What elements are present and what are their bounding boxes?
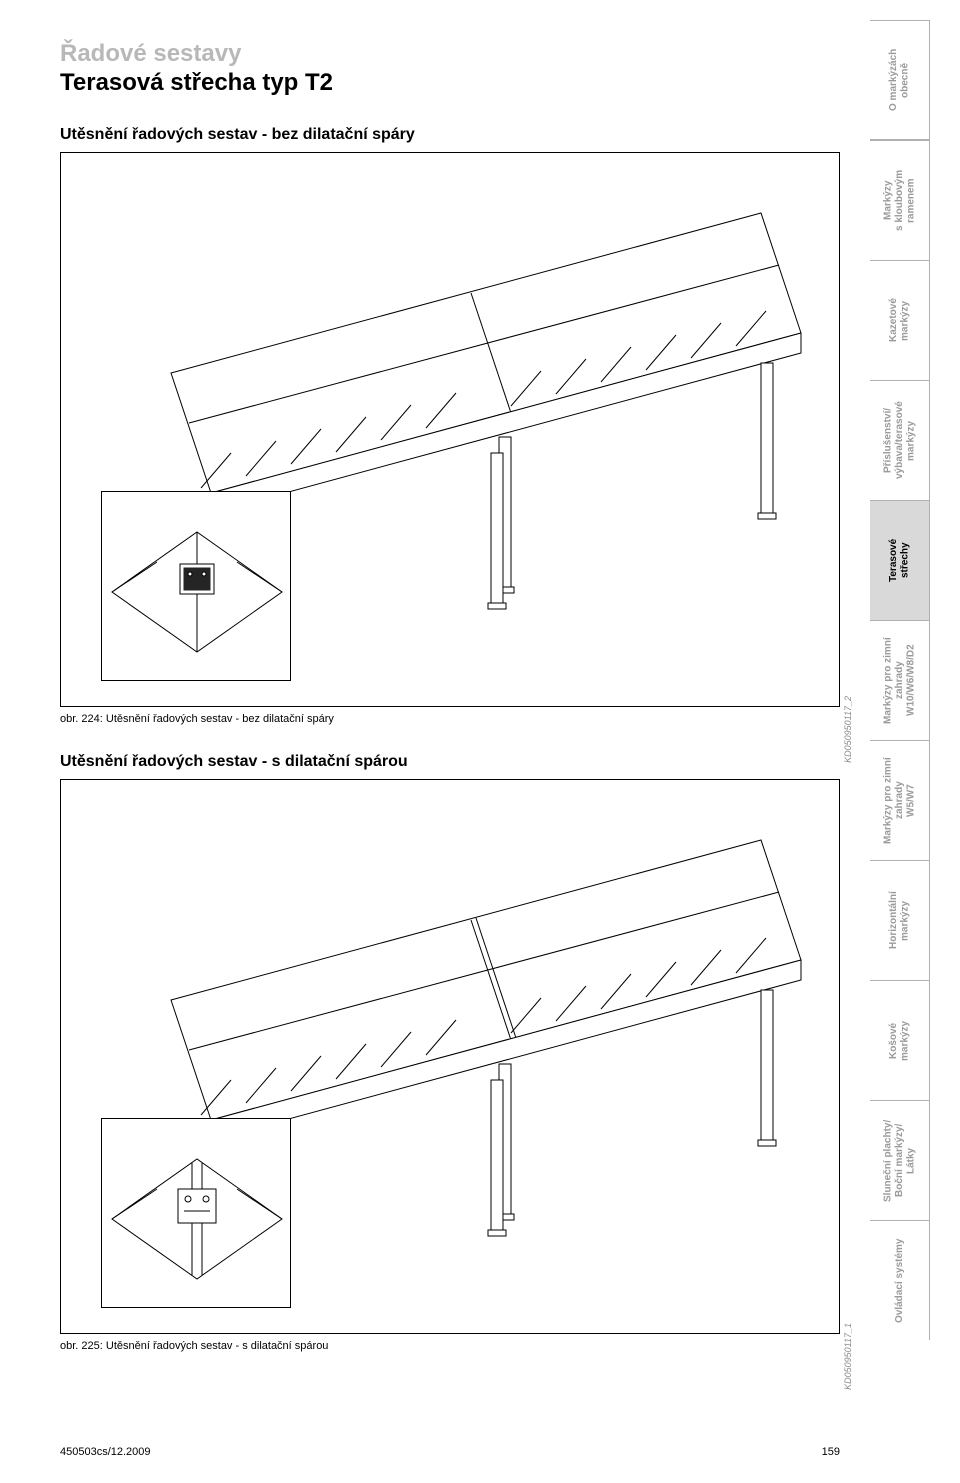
side-tab-7[interactable]: Horizontální markýzy (870, 860, 930, 980)
section1-heading: Utěsnění řadových sestav - bez dilatační… (60, 126, 840, 144)
side-tab-9[interactable]: Sluneční plachty/ Boční markýzy/ Látky (870, 1100, 930, 1220)
figure-225-detail (101, 1118, 291, 1308)
figure-224-caption: obr. 224: Utěsnění řadových sestav - bez… (60, 713, 840, 725)
side-tab-3[interactable]: Příslušenství/ výbava/terasové markýzy (870, 380, 930, 500)
figure-225-id: KD050950117_1 (843, 1323, 853, 1390)
page-footer: 450503cs/12.2009 159 (60, 1446, 840, 1458)
side-tab-5[interactable]: Markýzy pro zimní zahrady W10/W6/W8/D2 (870, 620, 930, 740)
side-tab-1[interactable]: Markýzy s kloubovým ramenem (870, 140, 930, 260)
figure-225-caption: obr. 225: Utěsnění řadových sestav - s d… (60, 1340, 840, 1352)
figure-224-detail (101, 491, 291, 681)
side-tab-4[interactable]: Terasové střechy (870, 500, 930, 620)
figure-225: KD050950117_1 (60, 779, 840, 1334)
footer-doc-id: 450503cs/12.2009 (60, 1446, 151, 1458)
section2-heading: Utěsnění řadových sestav - s dilatační s… (60, 753, 840, 771)
side-tab-0[interactable]: O markýzách obecně (870, 20, 930, 140)
footer-page-number: 159 (822, 1446, 840, 1458)
figure-224: KD050950117_2 (60, 152, 840, 707)
page-title-line2: Terasová střecha typ T2 (60, 69, 840, 98)
figure-224-id: KD050950117_2 (843, 696, 853, 763)
side-tab-10[interactable]: Ovládací systémy (870, 1220, 930, 1340)
side-tab-6[interactable]: Markýzy pro zimní zahrady W5/W7 (870, 740, 930, 860)
side-tab-8[interactable]: Košové markýzy (870, 980, 930, 1100)
page-title-line1: Řadové sestavy (60, 40, 840, 69)
side-tab-2[interactable]: Kazetové markýzy (870, 260, 930, 380)
side-tabs: O markýzách obecněMarkýzy s kloubovým ra… (870, 20, 930, 1340)
